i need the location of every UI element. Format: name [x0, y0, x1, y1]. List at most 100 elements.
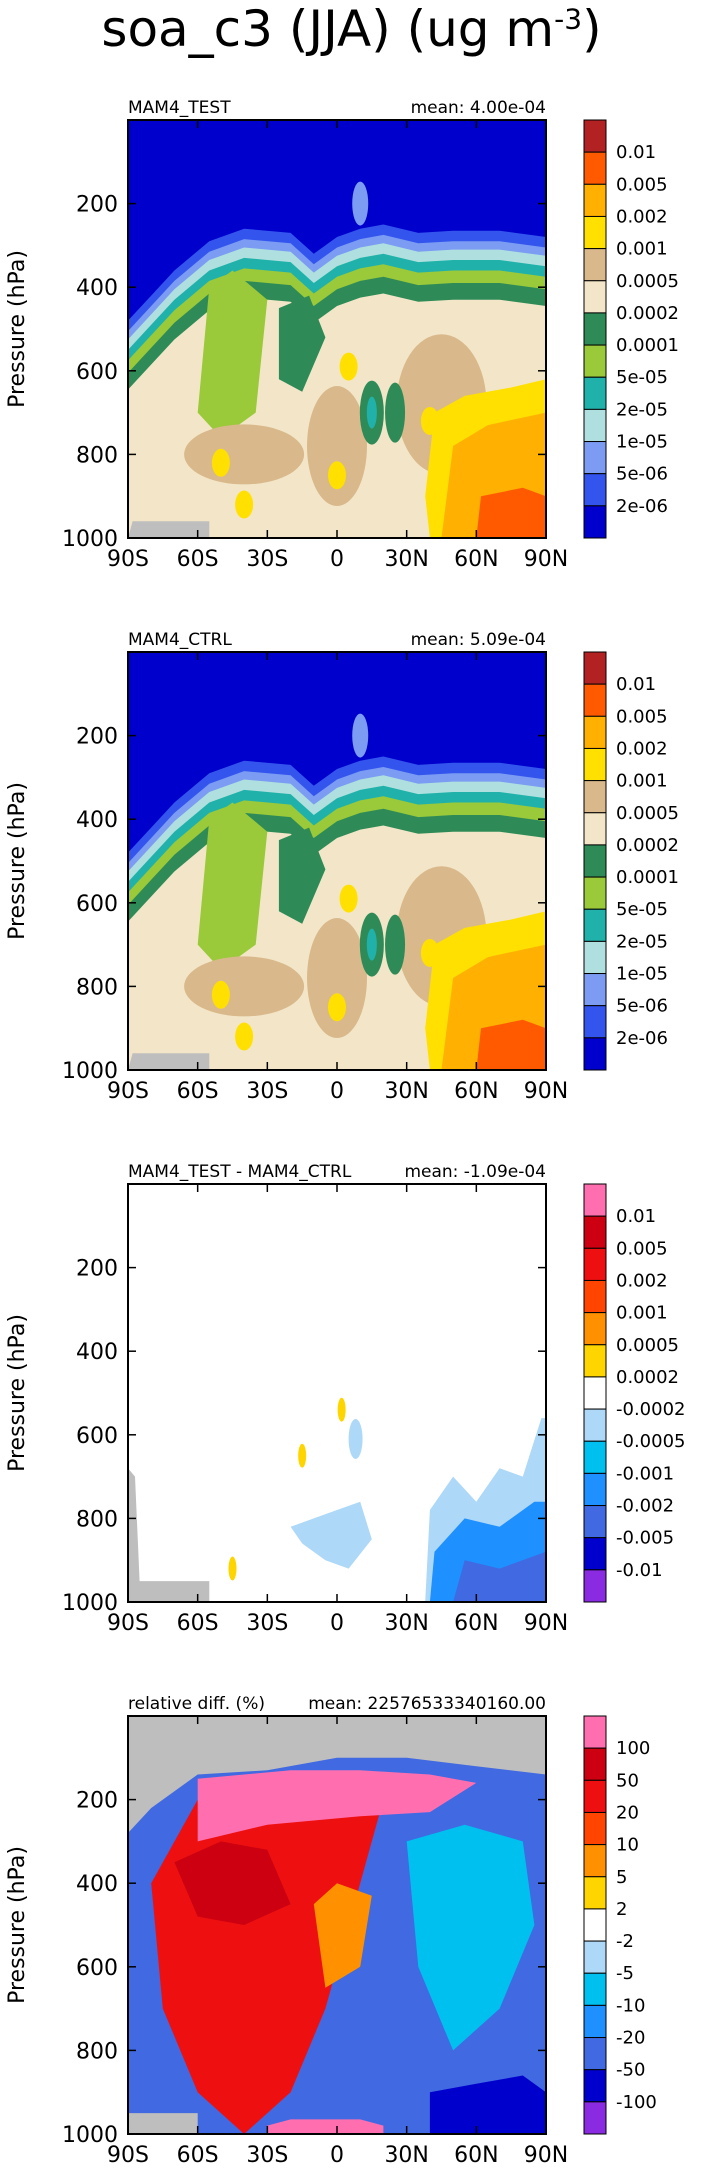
contour-blob: [328, 993, 346, 1022]
panel-3-x-tick-label: 0: [330, 1611, 344, 1636]
panel-2-colorbar-label: 5e-06: [616, 996, 668, 1017]
panel-3-title-left: MAM4_TEST - MAM4_CTRL: [128, 1162, 352, 1182]
missing-data: [128, 521, 210, 538]
panel-4-colorbar-swatch: [583, 2004, 607, 2039]
contour-band: [313, 1883, 372, 1988]
panel-4-colorbar-label: 100: [616, 1738, 650, 1759]
panel-2-x-tick-label: 90S: [107, 1079, 149, 1104]
panel-2-colorbar-label: 0.0002: [616, 835, 679, 856]
panel-1-colorbar-label: 0.0002: [616, 303, 679, 324]
panel-4-colorbar-label: -5: [616, 1963, 634, 1984]
panel-3-y-tick-label: 600: [76, 1424, 118, 1449]
contour-blob: [235, 490, 254, 519]
contour-blob: [385, 914, 406, 975]
panel-4-colorbar-swatch: [583, 1715, 607, 1749]
panel-4-x-tick-label: 30S: [246, 2143, 288, 2168]
contour-blob: [211, 980, 230, 1009]
panel-1-colorbar-swatch: [583, 441, 607, 475]
panel-3-colorbar-label: 0.01: [616, 1206, 656, 1227]
panel-3-colorbar-swatch: [583, 1472, 607, 1507]
panel-2-colorbar-label: 1e-05: [616, 964, 668, 985]
panel-4-colorbar-swatch: [583, 1972, 607, 2006]
panel-1-y-axis-label: Pressure (hPa): [5, 250, 30, 408]
panel-1-colorbar-swatch: [583, 344, 607, 378]
panel-2-x-tick-label: 90N: [524, 1079, 568, 1104]
panel-1-colorbar-label: 2e-05: [616, 399, 668, 420]
contour-band: [476, 487, 546, 538]
panel-1-colorbar-swatch: [583, 151, 607, 185]
panel-1-x-tick-label: 90N: [524, 547, 568, 572]
contour-blob: [337, 1397, 346, 1422]
panel-2-field: [128, 652, 546, 1070]
panel-2-colorbar-label: 0.005: [616, 706, 668, 727]
contour-band: [429, 2075, 546, 2134]
contour-blob: [348, 1418, 363, 1459]
panel-3-colorbar-label: -0.005: [616, 1528, 674, 1549]
contour-blob: [307, 918, 367, 1039]
panel-4-colorbar-label: -2: [616, 1931, 634, 1952]
panel-1-y-tick-label: 800: [76, 443, 118, 468]
missing-data: [128, 2113, 198, 2134]
panel-1-colorbar-label: 0.0001: [616, 335, 679, 356]
panel-2-colorbar-swatch: [583, 683, 607, 717]
panel-3-colorbar-label: 0.002: [616, 1270, 668, 1291]
panel-1-colorbar-swatch: [583, 408, 607, 443]
panel-2-x-tick-label: 60N: [454, 1079, 498, 1104]
panel-3-colorbar-swatch: [583, 1215, 607, 1249]
panel-3-colorbar-swatch: [583, 1408, 607, 1442]
panel-1-colorbar-swatch: [583, 280, 607, 314]
panel-1-colorbar-swatch: [583, 248, 607, 282]
contour-band: [290, 1501, 372, 1569]
contour-blob: [184, 424, 305, 485]
contour-blob: [352, 713, 369, 758]
panel-3-colorbar-label: -0.01: [616, 1560, 663, 1581]
figure-title-superscript: -3: [554, 2, 583, 36]
panel-1-colorbar-swatch: [583, 119, 607, 153]
contour-blob: [298, 1443, 307, 1468]
panel-4-colorbar-swatch: [583, 1940, 607, 1974]
panel-2-colorbar-label: 0.001: [616, 771, 668, 792]
panel-3-y-tick-label: 1000: [62, 1591, 118, 1616]
panel-3-field: [128, 1184, 546, 1602]
panel-2-x-tick-label: 30S: [246, 1079, 288, 1104]
panel-4-y-axis-label: Pressure (hPa): [5, 1846, 30, 2004]
panel-1-y-tick-label: 200: [76, 193, 118, 218]
panel-3-colorbar-swatch: [583, 1183, 607, 1217]
panel-4-y-tick-label: 600: [76, 1956, 118, 1981]
panel-3-x-tick-label: 60N: [454, 1611, 498, 1636]
panel-2-colorbar-swatch: [583, 908, 607, 942]
panel-3-x-tick-label: 60S: [177, 1611, 219, 1636]
contour-band: [197, 270, 268, 438]
panel-4-colorbar-label: 20: [616, 1802, 639, 1823]
panel-4-x-tick-label: 90N: [524, 2143, 568, 2168]
panel-4-x-tick-label: 90S: [107, 2143, 149, 2168]
contour-band: [278, 827, 326, 924]
panel-1-colorbar-label: 0.001: [616, 239, 668, 260]
panel-1-title-left: MAM4_TEST: [128, 98, 231, 118]
contour-band: [278, 295, 326, 392]
panel-2-y-tick-label: 400: [76, 808, 118, 833]
panel-2-y-tick-label: 200: [76, 725, 118, 750]
panel-3-colorbar-swatch: [583, 1312, 607, 1346]
panel-2-colorbar-swatch: [583, 1005, 607, 1039]
panel-1-colorbar-label: 0.0005: [616, 271, 679, 292]
panel-4-title-right: mean: 22576533340160.00: [308, 1694, 546, 1714]
panel-2-colorbar-swatch: [583, 812, 607, 846]
panel-2-y-axis-label: Pressure (hPa): [5, 782, 30, 940]
panel-4-colorbar-swatch: [583, 1811, 607, 1846]
panel-2-colorbar-label: 2e-05: [616, 931, 668, 952]
panel-2-colorbar-swatch: [583, 1037, 607, 1071]
panel-4-colorbar-label: 2: [616, 1899, 627, 1920]
panel-3-y-tick-label: 400: [76, 1340, 118, 1365]
panel-3-title-right: mean: -1.09e-04: [404, 1162, 546, 1182]
panel-1-x-tick-label: 60S: [177, 547, 219, 572]
panel-3-colorbar-swatch: [583, 1376, 607, 1410]
panel-3-colorbar-swatch: [583, 1505, 607, 1539]
panel-2-x-tick-label: 30N: [384, 1079, 428, 1104]
panel-2-colorbar-swatch: [583, 747, 607, 782]
panel-1-colorbar-label: 1e-05: [616, 432, 668, 453]
panel-1-x-tick-label: 30N: [384, 547, 428, 572]
panel-3-y-tick-label: 800: [76, 1507, 118, 1532]
panel-2-colorbar-swatch: [583, 844, 607, 878]
panel-4-colorbar-label: -10: [616, 1995, 645, 2016]
